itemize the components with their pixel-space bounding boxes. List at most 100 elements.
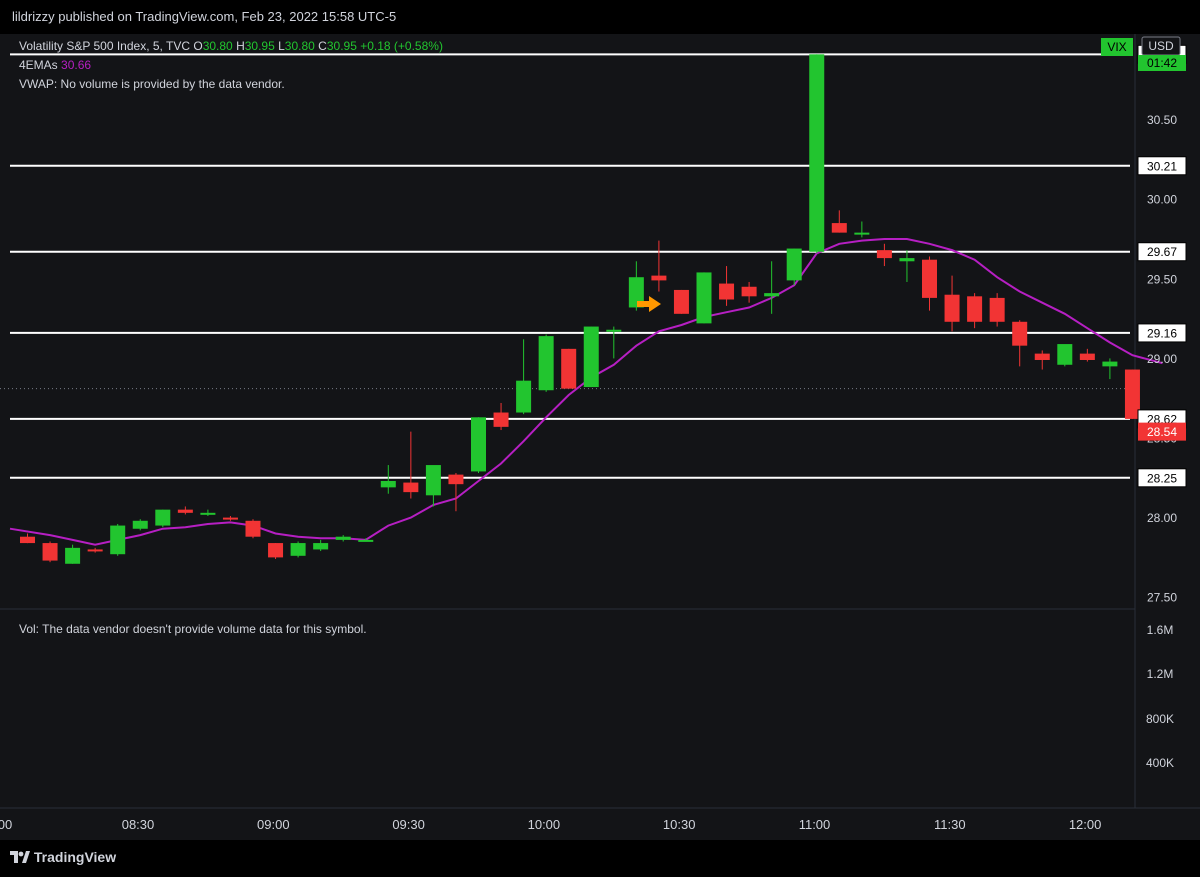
high-label: H [236, 39, 245, 53]
ema-value: 30.66 [61, 58, 92, 72]
candle [583, 326, 599, 388]
candle-body [583, 326, 599, 388]
candle-body [155, 509, 171, 526]
candle-body [1034, 353, 1050, 360]
price-tick-label: 27.50 [1147, 591, 1177, 605]
price-tick-label: 29.00 [1147, 352, 1177, 366]
candle-body [380, 480, 396, 488]
candle-body [65, 547, 81, 564]
level-badge-label: 29.67 [1147, 245, 1177, 259]
candle [673, 289, 689, 314]
candle-body [854, 232, 870, 235]
volume-legend[interactable]: Vol: The data vendor doesn't provide vol… [19, 622, 367, 636]
candle-body [403, 482, 419, 493]
volume-text: Vol: The data vendor doesn't provide vol… [19, 622, 367, 636]
candle [922, 256, 937, 311]
candle-body [493, 412, 509, 427]
open-value: 30.80 [202, 39, 233, 53]
candle-body [786, 248, 802, 281]
candle-body [944, 294, 960, 322]
candle [1124, 369, 1140, 419]
ema-legend[interactable]: 4EMAs 30.66 [19, 58, 91, 72]
candle [313, 539, 329, 552]
vwap-text: VWAP: No volume is provided by the data … [19, 77, 285, 91]
candle [989, 293, 1005, 327]
candle [290, 541, 306, 558]
candle-body [358, 539, 374, 542]
level-badge [1137, 242, 1187, 262]
vwap-legend[interactable]: VWAP: No volume is provided by the data … [19, 77, 285, 91]
tradingview-logo-icon [10, 851, 30, 863]
candle-body [1102, 361, 1118, 367]
candle [132, 519, 148, 531]
candle-body [313, 543, 329, 550]
close-value: 30.95 [326, 39, 357, 53]
currency-label: USD [1148, 39, 1174, 53]
candle [65, 544, 81, 564]
footer: TradingView [0, 840, 1200, 877]
time-tick-label: 09:00 [257, 817, 290, 832]
volume-tick-label: 800K [1146, 712, 1174, 726]
candle-body [831, 223, 847, 233]
last-price-label: 28.54 [1147, 425, 1177, 439]
price-tick-label: 30.00 [1147, 193, 1177, 207]
candle-body [335, 536, 351, 540]
high-value: 30.95 [244, 39, 275, 53]
candle [1057, 344, 1073, 367]
candle-body [1012, 321, 1028, 346]
candle [741, 281, 757, 303]
time-axis: 00 08:30 09:00 09:30 10:00 10:30 11:00 11:30 12:… [0, 817, 1101, 832]
candle-body [967, 296, 983, 322]
candle [944, 275, 960, 332]
level-badge-label: 29.16 [1147, 326, 1177, 340]
candle-body [876, 250, 892, 259]
level-badge-label: 30.21 [1147, 159, 1177, 173]
candle-body [516, 380, 532, 413]
candle [222, 516, 238, 521]
brand-text: TradingView [33, 849, 117, 865]
symbol-legend[interactable]: Volatility S&P 500 Index, 5, TVC O30.80 … [19, 39, 443, 53]
candle-body [561, 348, 577, 389]
level-badge-label: 28.25 [1147, 471, 1177, 485]
level-badge [1137, 468, 1187, 488]
publish-header: lildrizzy published on TradingView.com, … [0, 0, 1200, 34]
change-value: +0.18 (+0.58%) [360, 39, 443, 53]
candle [358, 538, 374, 542]
candle-body [989, 297, 1005, 322]
candle [1079, 348, 1095, 362]
symbol-badge-label: VIX [1107, 40, 1126, 54]
time-tick-label: 09:30 [392, 817, 425, 832]
time-tick-label: 00 [0, 817, 12, 832]
time-tick-label: 12:00 [1069, 817, 1102, 832]
candle [20, 533, 35, 544]
candle [200, 509, 216, 517]
entry-arrow-icon [637, 296, 661, 312]
price-badges: 30.9130.2129.6729.1628.6228.25VIXUSD01:4… [1101, 36, 1187, 488]
candles-layer [20, 54, 1140, 564]
candle-body [110, 525, 126, 555]
candle [831, 210, 847, 233]
candle [471, 417, 486, 474]
volume-tick-label: 1.2M [1147, 667, 1174, 681]
time-tick-label: 08:30 [122, 817, 155, 832]
symbol-badge [1101, 38, 1133, 56]
candle [876, 243, 892, 267]
time-tick-label: 10:30 [663, 817, 696, 832]
candle-body [20, 536, 35, 544]
candle-body [651, 275, 667, 281]
candle-body [538, 336, 554, 391]
candle-body [471, 417, 486, 472]
candle [764, 261, 780, 314]
candle-body [200, 512, 216, 515]
candle [1102, 358, 1118, 380]
chart-background [0, 34, 1200, 840]
candle-body [719, 283, 735, 300]
horizontal-levels [0, 53, 1130, 479]
time-tick-label: 10:00 [528, 817, 561, 832]
candle-body [696, 272, 712, 324]
candle [786, 248, 802, 286]
candle [538, 334, 554, 392]
tradingview-logo[interactable]: TradingView [10, 849, 116, 865]
time-tick-label: 11:00 [799, 817, 831, 832]
